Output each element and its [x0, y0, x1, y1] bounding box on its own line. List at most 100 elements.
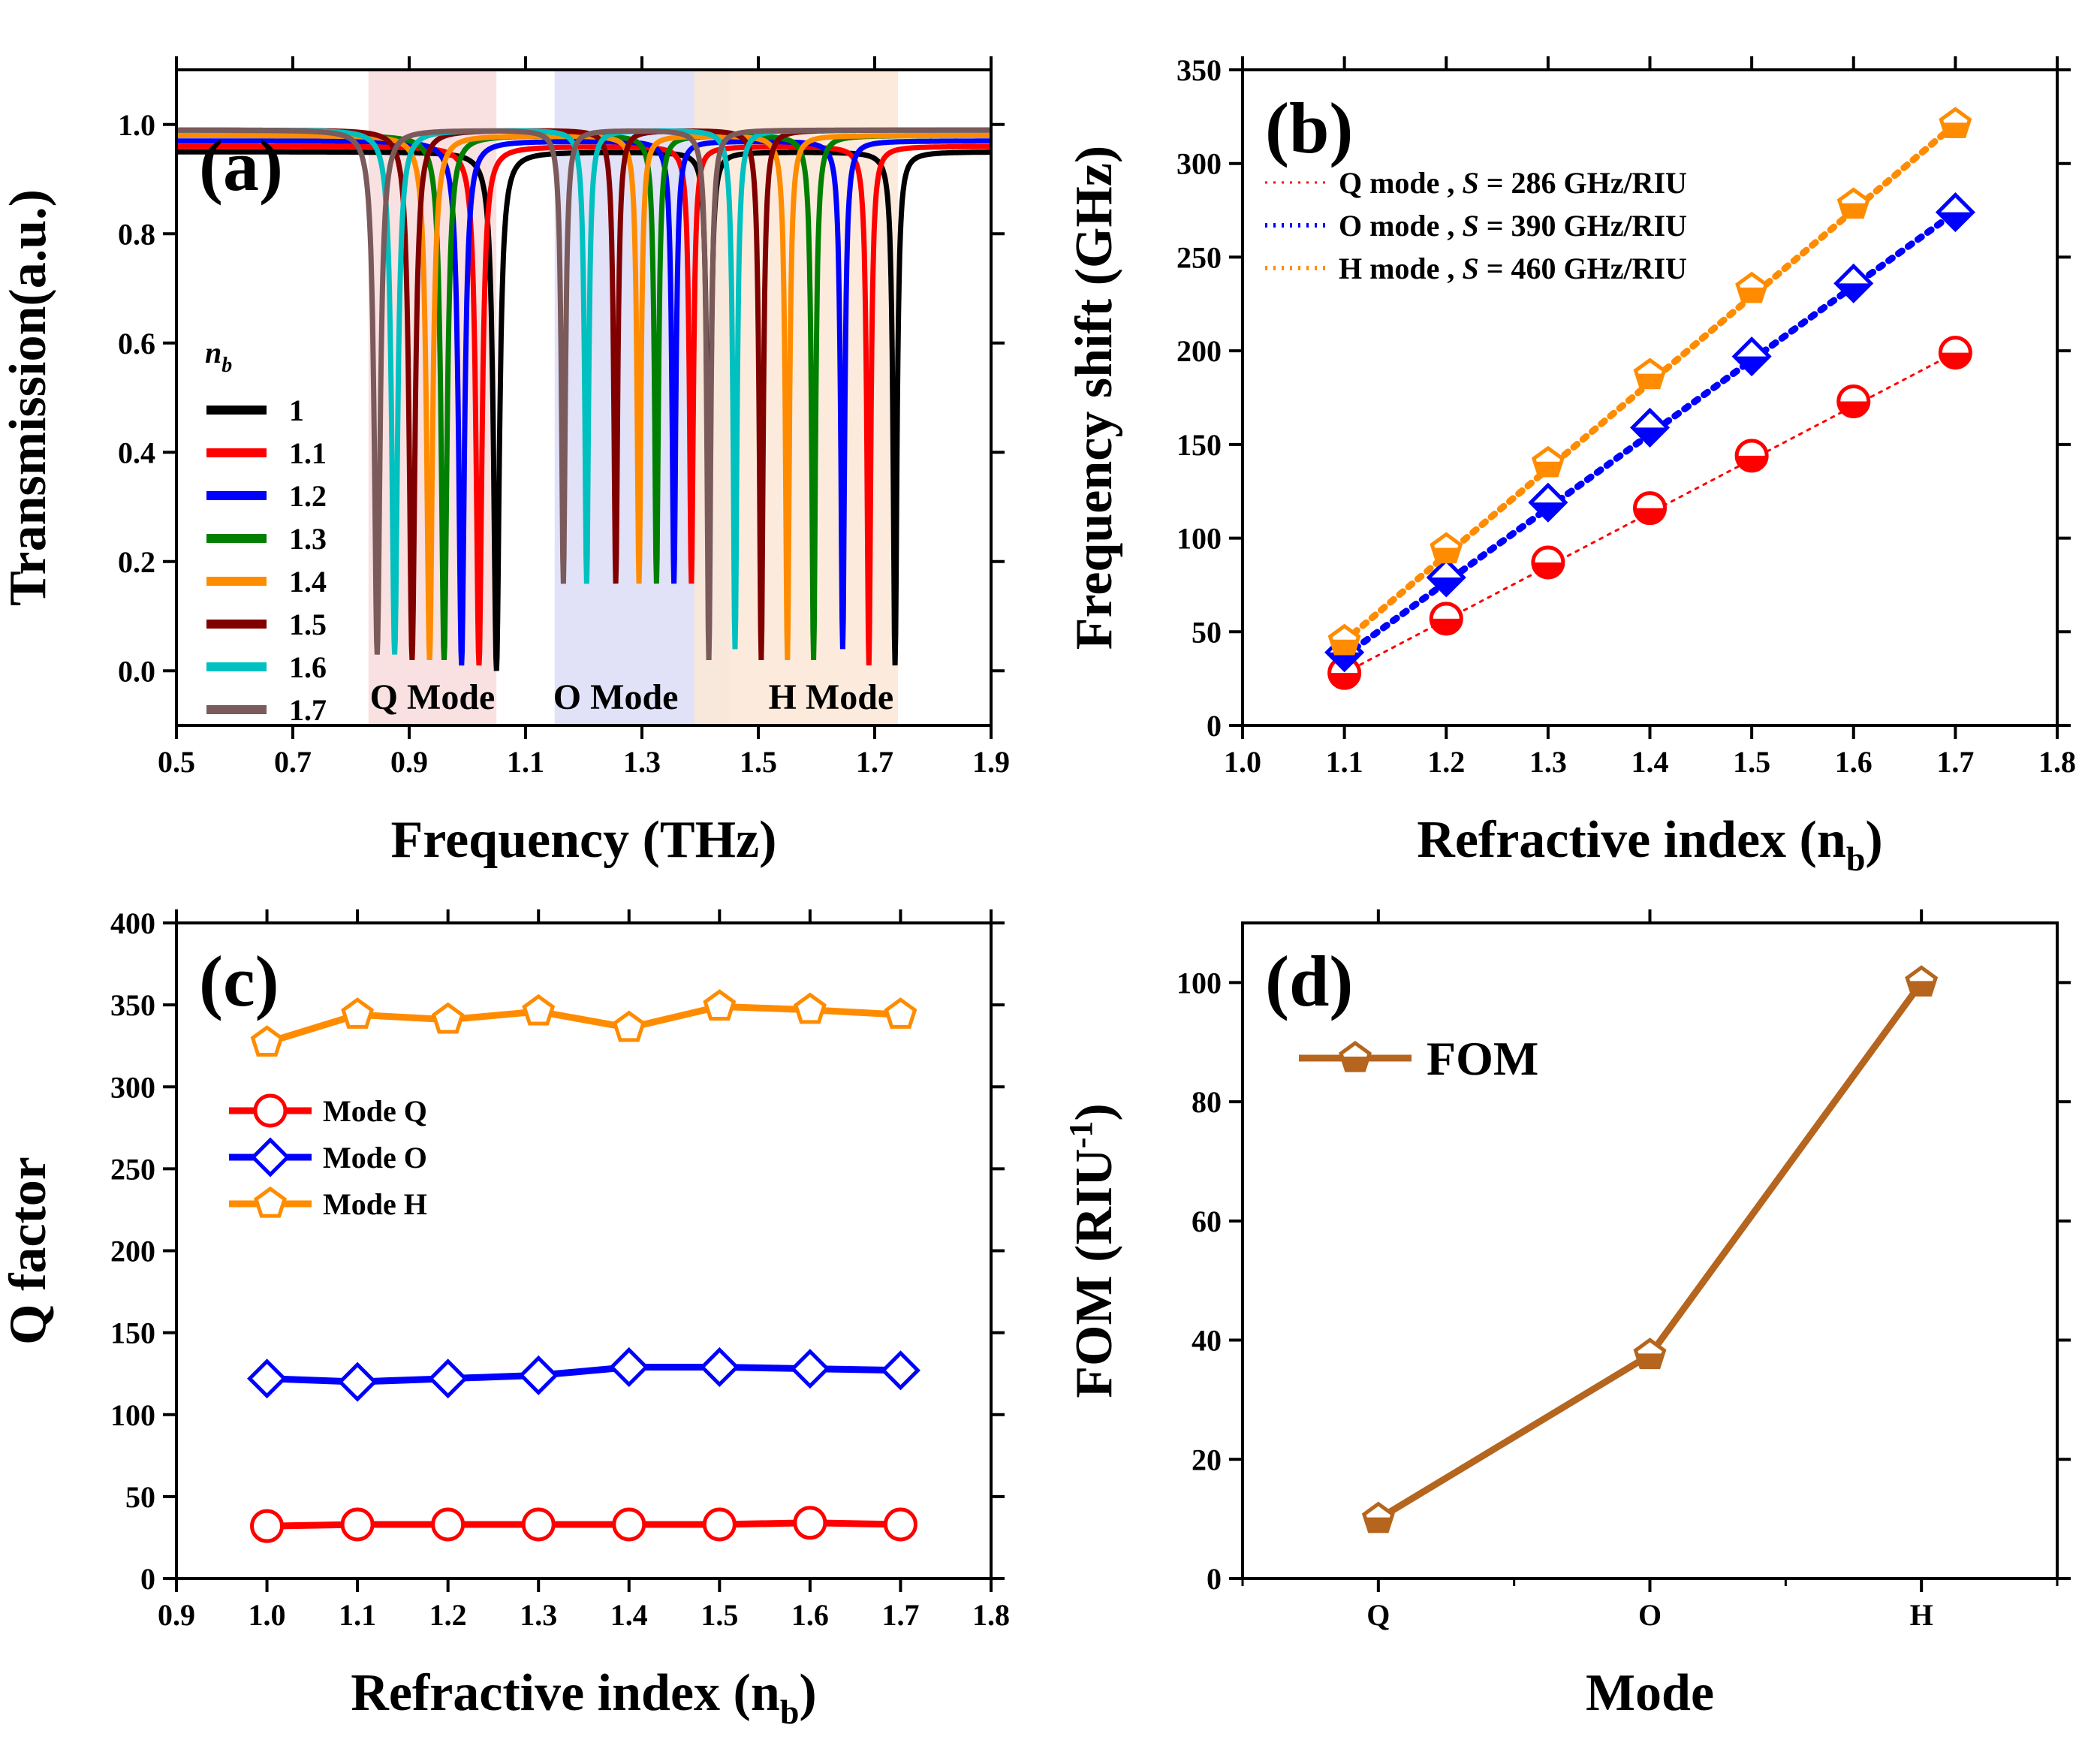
y-tick-label: 150 [1177, 428, 1222, 462]
x-tick-label: 1.1 [507, 745, 544, 779]
panel-b-legend: Q mode , S = 286 GHz/RIU O mode , S = 390… [1265, 166, 1687, 285]
data-point-O-mode-fill [1530, 502, 1565, 520]
data-point-O-mode-fill [1938, 212, 1973, 230]
data-point-H-mode-fill [1839, 203, 1868, 217]
data-point-Mode-O [609, 1346, 649, 1387]
x-tick-label-Q: Q [1366, 1598, 1390, 1632]
x-tick-label: 1.9 [972, 745, 1010, 779]
legend-label-nb-1.5: 1.5 [289, 608, 327, 641]
legend-label-Mode-Q: Mode Q [323, 1094, 427, 1128]
x-tick-label: 1.7 [856, 745, 893, 779]
x-tick-label: 0.9 [158, 1598, 195, 1632]
x-tick-label: 1.7 [1936, 745, 1974, 779]
panel-a-y-axis-label: Transmission(a.u.) [0, 189, 57, 606]
legend-label-Mode-O: Mode O [323, 1141, 427, 1175]
y-tick-label: 250 [110, 1152, 155, 1186]
panel-c-label: (c) [199, 941, 279, 1021]
y-tick-label: 200 [110, 1235, 155, 1268]
panel-a-legend: nb 1 1.1 1.2 1.3 1.4 1.5 1.6 1.7 [205, 336, 327, 727]
panel-d-y-axis-label-sup: -1 [1062, 1121, 1099, 1149]
data-point-Mode-O [337, 1362, 378, 1402]
legend-label-Mode-H: Mode H [323, 1187, 427, 1221]
panel-c-x-axis-label: Refractive index (nb) [351, 1664, 816, 1731]
y-tick-label: 60 [1192, 1205, 1222, 1238]
data-point-Mode-H [250, 1025, 284, 1057]
legend-s-symbol: S [1462, 166, 1478, 200]
x-tick-label: 1.5 [740, 745, 777, 779]
data-point-H-mode-fill [1941, 122, 1970, 137]
legend-marker-Mode-O [250, 1137, 291, 1178]
x-tick-label: 1.7 [881, 1598, 919, 1632]
panel-b-x-axis-label-main: Refractive index (n [1417, 811, 1846, 869]
x-tick-label: 0.5 [158, 745, 195, 779]
panel-a-x-axis-label: Frequency (THz) [391, 811, 777, 869]
data-point-H-mode-fill [1737, 287, 1767, 301]
panel-a-transmission: 0.5 0.7 0.9 1.1 1.3 1.5 1.7 1.9 0.0 0.2 0.4 0.6 0.8 1… [0, 56, 1010, 869]
x-tick-label: 1.1 [1326, 745, 1363, 779]
data-point-Mode-H [884, 997, 917, 1029]
x-tick-label: 0.7 [274, 745, 312, 779]
y-tick-label: 0.0 [118, 654, 155, 688]
data-point-H-mode-fill [1635, 373, 1665, 387]
data-point-Mode-H [522, 994, 556, 1026]
data-point-Mode-Q [883, 1507, 917, 1542]
panel-b-label: (b) [1265, 88, 1353, 168]
series-line-Mode-H [266, 1003, 901, 1046]
transmission-curve-nb-1.7 [176, 127, 991, 660]
x-tick-label: 1.6 [791, 1598, 829, 1632]
y-tick-label: 0.2 [118, 545, 155, 579]
legend-sensitivity: = 390 GHz/RIU [1479, 209, 1687, 243]
panel-d-frame [1241, 921, 2059, 1580]
y-tick-label: 350 [110, 988, 155, 1022]
y-tick-label: 50 [1192, 615, 1222, 649]
y-tick-label: 20 [1192, 1443, 1222, 1476]
data-point-O-mode-fill [1734, 356, 1770, 374]
x-tick-label-O: O [1638, 1598, 1662, 1632]
data-point-Mode-H [341, 997, 375, 1029]
y-tick-label: 0.6 [118, 327, 155, 360]
y-tick-label: 0.8 [118, 217, 155, 251]
y-tick-label: 300 [1177, 147, 1222, 181]
x-tick-label: 1.0 [1224, 745, 1261, 779]
panel-d-legend: FOM [1299, 1032, 1538, 1085]
fom-point-O-fill [1635, 1353, 1665, 1368]
legend-mode-name: H mode , [1339, 252, 1462, 285]
legend-label-H-mode: H mode , S = 460 GHz/RIU [1339, 252, 1687, 285]
data-point-Mode-H [703, 989, 737, 1021]
data-point-Q-mode-fill [1329, 673, 1360, 689]
legend-marker-fom-fill [1341, 1057, 1369, 1070]
y-tick-label: 0 [1207, 1562, 1222, 1596]
data-point-Mode-O [880, 1350, 920, 1391]
data-point-O-mode-fill [1429, 577, 1464, 595]
y-tick-label: 80 [1192, 1085, 1222, 1119]
y-tick-label: 300 [110, 1070, 155, 1104]
data-point-Mode-H [431, 1002, 465, 1034]
fom-point-H-fill [1907, 981, 1936, 995]
x-tick-label: 1.8 [2038, 745, 2076, 779]
legend-marker-Mode-Q [253, 1093, 288, 1128]
panel-c-x-axis-label-end: ) [799, 1664, 816, 1722]
x-tick-label: 1.3 [520, 1598, 557, 1632]
fom-point-Q-fill [1363, 1517, 1393, 1531]
data-point-Mode-Q [521, 1507, 556, 1542]
x-tick-label: 1.2 [1427, 745, 1465, 779]
data-point-Mode-Q [793, 1506, 827, 1540]
legend-title: nb [205, 336, 232, 377]
panel-b-frequency-shift: 1.0 1.1 1.2 1.3 1.4 1.5 1.6 1.7 1.8 0 50 100 150 200 2… [1065, 53, 2076, 878]
data-point-H-mode-fill [1533, 461, 1562, 475]
y-tick-label: 0 [140, 1562, 155, 1596]
panel-d-x-axis-label: Mode [1586, 1664, 1714, 1722]
legend-label-nb-1: 1 [289, 394, 304, 427]
legend-label-nb-1.7: 1.7 [289, 693, 327, 727]
y-tick-label: 0 [1207, 709, 1222, 743]
panel-d-y-axis-label-end: ) [1065, 1103, 1123, 1120]
data-point-Mode-O [518, 1355, 559, 1395]
panel-b-x-axis-label-end: ) [1865, 811, 1882, 869]
data-point-Mode-Q [612, 1507, 646, 1542]
legend-s-symbol: S [1462, 209, 1478, 243]
x-tick-label: 1.2 [429, 1598, 467, 1632]
legend-label-O-mode: O mode , S = 390 GHz/RIU [1339, 209, 1687, 243]
x-tick-label: 1.1 [339, 1598, 376, 1632]
